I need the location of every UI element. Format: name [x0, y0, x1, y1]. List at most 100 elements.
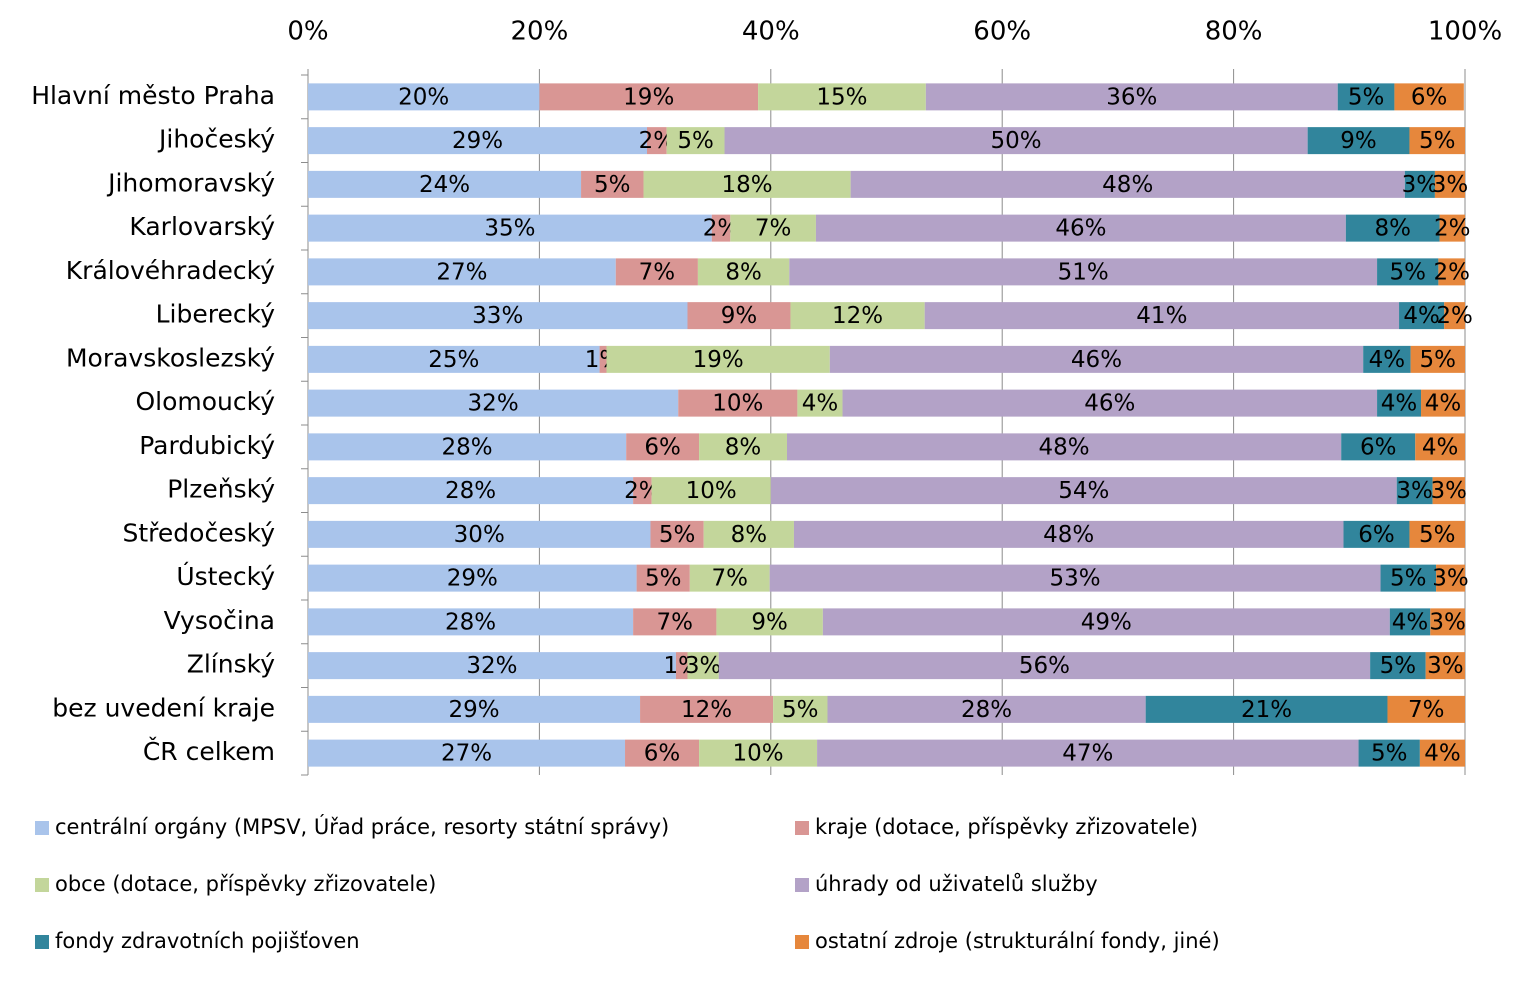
data-label: 4%	[802, 391, 839, 417]
y-tick-label: Středočeský	[123, 518, 276, 547]
data-label: 6%	[1358, 522, 1395, 548]
legend-swatch	[35, 821, 49, 835]
data-label: 46%	[1071, 347, 1122, 373]
data-label: 9%	[721, 303, 758, 329]
bar-segment	[1358, 739, 1420, 767]
data-label: 18%	[722, 172, 773, 198]
legend-label: obce (dotace, příspěvky zřizovatele)	[55, 872, 436, 896]
bar-segment	[1363, 345, 1411, 373]
bar-segment	[1425, 652, 1465, 680]
data-label: 28%	[445, 609, 496, 635]
data-label: 3%	[1429, 609, 1466, 635]
bar-segment	[718, 652, 1371, 680]
data-label: 3%	[1431, 478, 1468, 504]
y-tick-label: Plzeňský	[167, 475, 275, 504]
data-label: 2%	[1436, 303, 1473, 329]
legend-swatch	[35, 935, 49, 949]
data-label: 7%	[755, 216, 792, 242]
bar-segment	[599, 345, 607, 373]
data-label: 29%	[448, 697, 499, 723]
legend-swatch	[35, 878, 49, 892]
legend-label: ostatní zdroje (strukturální fondy, jiné…	[815, 929, 1220, 953]
bar-segment	[786, 433, 1342, 461]
data-label: 49%	[1081, 609, 1132, 635]
bar-segment	[793, 520, 1344, 548]
data-label: 7%	[639, 259, 676, 285]
data-label: 35%	[484, 216, 535, 242]
data-label: 28%	[445, 478, 496, 504]
bar-segment	[539, 83, 759, 111]
x-tick-label: 20%	[511, 17, 569, 47]
data-label: 4%	[1424, 741, 1461, 767]
y-tick-label: Jihočeský	[157, 125, 275, 154]
bar-segment	[817, 739, 1359, 767]
bar-segment	[769, 564, 1381, 592]
legend-swatch	[795, 935, 809, 949]
bar-segment	[626, 433, 700, 461]
data-label: 6%	[644, 434, 681, 460]
bar-segment	[308, 258, 616, 286]
legend-label: kraje (dotace, příspěvky zřizovatele)	[815, 815, 1198, 839]
bar-segment	[829, 345, 1364, 373]
bar-segment	[651, 477, 771, 505]
bar-segment	[1145, 695, 1388, 723]
bar-segment	[687, 652, 719, 680]
y-tick-label: Moravskoslezský	[66, 343, 275, 372]
bar-segment	[1389, 608, 1431, 636]
data-label: 3%	[1396, 478, 1433, 504]
bar-segment	[716, 608, 823, 636]
y-tick-label: ČR celkem	[143, 736, 275, 766]
data-label: 36%	[1106, 84, 1157, 110]
legend-label: fondy zdravotních pojišťoven	[55, 929, 360, 953]
bar-segment	[625, 739, 700, 767]
data-label: 2%	[1433, 259, 1470, 285]
bar-segment	[689, 564, 770, 592]
bar-segment	[636, 564, 690, 592]
bar-segment	[581, 170, 644, 198]
x-tick-label: 0%	[287, 17, 328, 47]
data-label: 19%	[623, 84, 674, 110]
bar-segment	[1444, 302, 1465, 330]
bar-segment	[308, 520, 651, 548]
bar-segment	[1343, 520, 1410, 548]
data-label: 5%	[645, 566, 682, 592]
data-label: 19%	[693, 347, 744, 373]
data-label: 7%	[711, 566, 748, 592]
data-label: 5%	[677, 128, 714, 154]
data-label: 54%	[1058, 478, 1109, 504]
bar-segment	[924, 302, 1400, 330]
data-label: 27%	[436, 259, 487, 285]
data-label: 9%	[751, 609, 788, 635]
bar-segment	[1380, 564, 1437, 592]
data-label: 29%	[447, 566, 498, 592]
bar-segment	[842, 389, 1378, 417]
data-label: 41%	[1136, 303, 1187, 329]
data-label: 20%	[398, 84, 449, 110]
legend-swatch	[795, 821, 809, 835]
bar-segment	[666, 127, 725, 155]
bar-segment	[308, 127, 648, 155]
bar-segment	[678, 389, 798, 417]
bar-segment	[308, 83, 540, 111]
bar-segment	[1377, 258, 1439, 286]
data-label: 7%	[657, 609, 694, 635]
data-label: 10%	[733, 741, 784, 767]
x-tick-label: 40%	[742, 17, 800, 47]
y-tick-label: Olomoucký	[135, 387, 275, 416]
data-label: 4%	[1381, 391, 1418, 417]
data-label: 21%	[1241, 697, 1292, 723]
bar-segment	[770, 477, 1397, 505]
data-label: 4%	[1403, 303, 1440, 329]
bar-segment	[1419, 739, 1465, 767]
data-label: 5%	[1389, 259, 1426, 285]
bar-segment	[308, 695, 641, 723]
y-tick-label: Ústecký	[176, 561, 275, 591]
data-label: 10%	[686, 478, 737, 504]
data-label: 56%	[1019, 653, 1070, 679]
data-label: 12%	[832, 303, 883, 329]
bar-segment	[615, 258, 698, 286]
bar-segment	[699, 433, 787, 461]
data-label: 32%	[468, 391, 519, 417]
data-label: 4%	[1422, 434, 1459, 460]
